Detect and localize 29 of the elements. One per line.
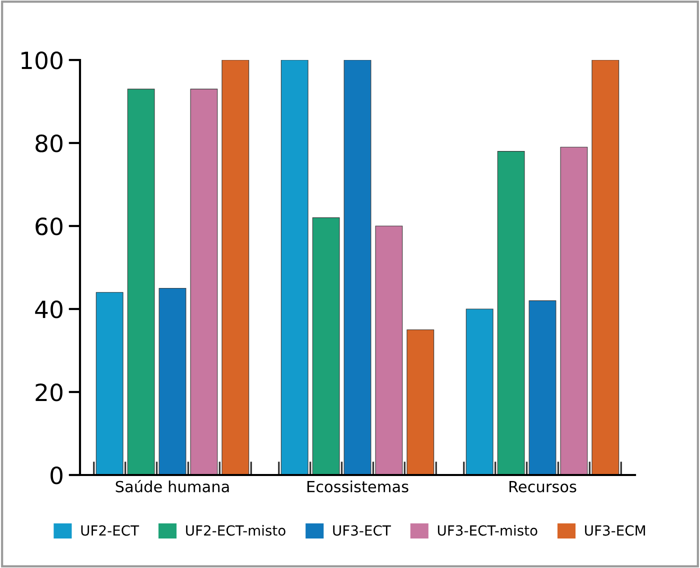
y-tick-label: 40 (35, 300, 62, 318)
bar (466, 308, 494, 475)
x-tick-label: Recursos (510, 481, 576, 492)
legend-label: UF3-ECM (585, 525, 645, 536)
bar (406, 329, 434, 475)
bar (592, 60, 620, 475)
bar (560, 146, 588, 475)
bar (96, 292, 124, 475)
legend-label: UF2-ECT (81, 525, 140, 536)
bar (497, 151, 525, 475)
y-tick-label: 60 (36, 217, 62, 236)
bar (190, 88, 218, 475)
y-tick-label: 0 (50, 466, 62, 484)
y-tick-label: 20 (36, 383, 62, 402)
y-tick-label: 80 (36, 134, 62, 152)
bar (127, 88, 155, 475)
x-tick-label: Ecossistemas (307, 480, 408, 492)
bar (528, 300, 556, 475)
legend-label: UF2-ECT-misto (186, 524, 286, 536)
bar (344, 60, 372, 475)
y-tick-label: 100 (22, 51, 62, 70)
bar (158, 288, 186, 475)
legend-label: UF3-ECT-misto (438, 524, 538, 536)
bar (280, 60, 308, 475)
x-tick-label: Saúde humana (116, 480, 229, 492)
bar (312, 217, 340, 475)
bar (375, 226, 403, 475)
bar (222, 60, 250, 475)
legend-label: UF3-ECT (333, 525, 391, 536)
